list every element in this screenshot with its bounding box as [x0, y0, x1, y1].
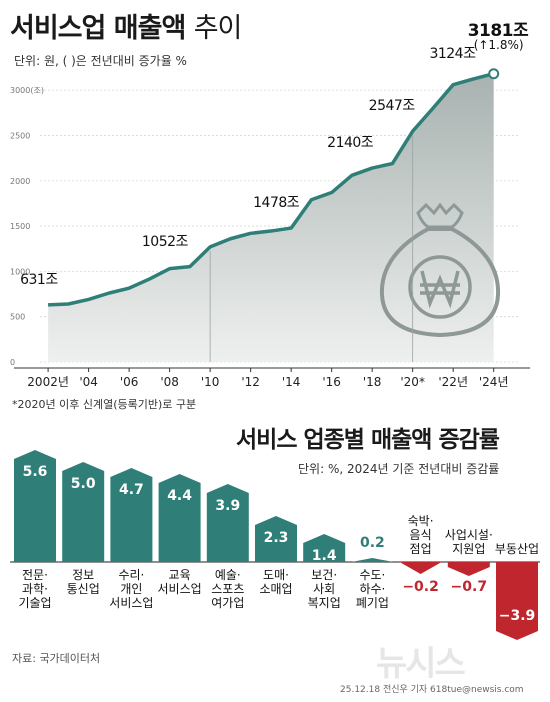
latest-point-marker: [488, 68, 500, 80]
bar-category-label: 수도· 하수· 폐기업: [355, 568, 389, 610]
bar-value-label: −0.7: [450, 579, 488, 595]
x-tick-label: '20*: [400, 375, 425, 389]
latest-change-label: (↑1.8%): [473, 37, 524, 52]
x-tick-label: '14: [282, 375, 301, 389]
x-tick-label: '24년: [479, 375, 509, 389]
bar-chart-title: 서비스 업종별 매출액 증감률: [236, 427, 500, 453]
bar-category-label: 정보 통신업: [66, 568, 100, 596]
y-tick-label: 2500: [10, 131, 30, 140]
bar-category-label: 부동산업: [494, 542, 540, 556]
x-tick-label: '10: [201, 375, 220, 389]
bar-positive: [158, 474, 201, 562]
revenue-line: [48, 72, 495, 307]
bar-positive: [255, 516, 297, 562]
bar-value-label: 5.6: [22, 464, 48, 480]
y-tick-label: 1000: [10, 267, 30, 276]
chart-title: 서비스업 매출액 추이: [10, 6, 243, 45]
bar-positive: [62, 462, 105, 562]
point-value-label: 3124조: [429, 45, 476, 62]
bar-category-label: 숙박· 음식 점업: [407, 514, 434, 556]
x-tick-label: '16: [322, 375, 341, 389]
y-tick-label: 2000: [10, 177, 30, 186]
watermark-logo: 뉴시스: [376, 644, 466, 684]
bar-positive: [351, 558, 394, 562]
bar-negative: [447, 562, 490, 576]
x-tick-label: '08: [160, 375, 179, 389]
bar-category-label: 도매· 소매업: [259, 568, 293, 596]
x-tick-label: '06: [120, 375, 139, 389]
source-note: 자료: 국가데이터처: [12, 652, 101, 665]
bar-category-label: 수리· 개인 서비스업: [109, 568, 154, 610]
point-value-label: 631조: [20, 271, 58, 288]
revenue-area-chart: 0 500 1000 1500 2000 2500 3000(조) 2002년 '04 '06 '0…: [10, 68, 530, 389]
bar-category-label: 보건· 사회 복지업: [307, 568, 341, 610]
y-tick-label: 500: [10, 313, 25, 322]
point-value-label: 1478조: [253, 195, 300, 212]
bar-positive: [14, 450, 56, 562]
bar-category-label: 예술· 스포츠 여가업: [211, 568, 245, 610]
x-tick-label: '04: [79, 375, 98, 389]
bar-category-label: 교육 서비스업: [157, 568, 202, 596]
bar-negative: [399, 562, 442, 574]
bar-value-label: 2.3: [263, 530, 289, 546]
bar-category-label: 사업시설· 지원업: [444, 528, 493, 556]
bar-value-label: −0.2: [402, 579, 439, 595]
point-value-label: 2140조: [327, 135, 374, 152]
chart-title-bold: 서비스업 매출액: [10, 13, 186, 44]
footnote: *2020년 이후 신계열(등록기반)로 구분: [12, 398, 197, 411]
x-tick-label: '18: [363, 375, 382, 389]
latest-value-label: 3181조: [467, 20, 529, 41]
bar-negative: [496, 562, 538, 640]
bar-value-label: 4.7: [118, 482, 144, 498]
bar-unit-note: 단위: %, 2024년 기준 전년대비 증감률: [298, 462, 500, 476]
unit-note: 단위: 원, ( )은 전년대비 증가율 %: [14, 54, 187, 68]
x-tick-label: '22년: [438, 375, 468, 389]
bar-value-label: 1.4: [311, 548, 337, 564]
money-bag-won-icon: [379, 202, 501, 338]
bar-positive: [110, 468, 153, 562]
point-value-label: 2547조: [368, 98, 416, 115]
y-tick-label: 1500: [10, 222, 30, 231]
bar-value-label: 3.9: [215, 498, 241, 514]
bar-value-label: 4.4: [167, 488, 192, 504]
bar-category-label: 전문· 과학· 기술업: [18, 568, 52, 610]
bar-value-label: 5.0: [70, 476, 96, 492]
chart-title-light: 추이: [193, 13, 243, 44]
x-tick-label: '12: [241, 375, 260, 389]
bar-value-label: 0.2: [359, 535, 385, 551]
y-tick-label: 3000(조): [10, 86, 44, 95]
y-tick-label: 0: [10, 358, 15, 367]
bar-positive: [303, 534, 346, 562]
x-tick-label: 2002년: [27, 375, 69, 389]
credit-line: 25.12.18 전신우 기자 618tue@newsis.com: [340, 685, 524, 695]
bar-value-label: −3.9: [498, 608, 536, 624]
bar-positive: [206, 484, 249, 562]
point-value-label: 1052조: [141, 233, 189, 250]
